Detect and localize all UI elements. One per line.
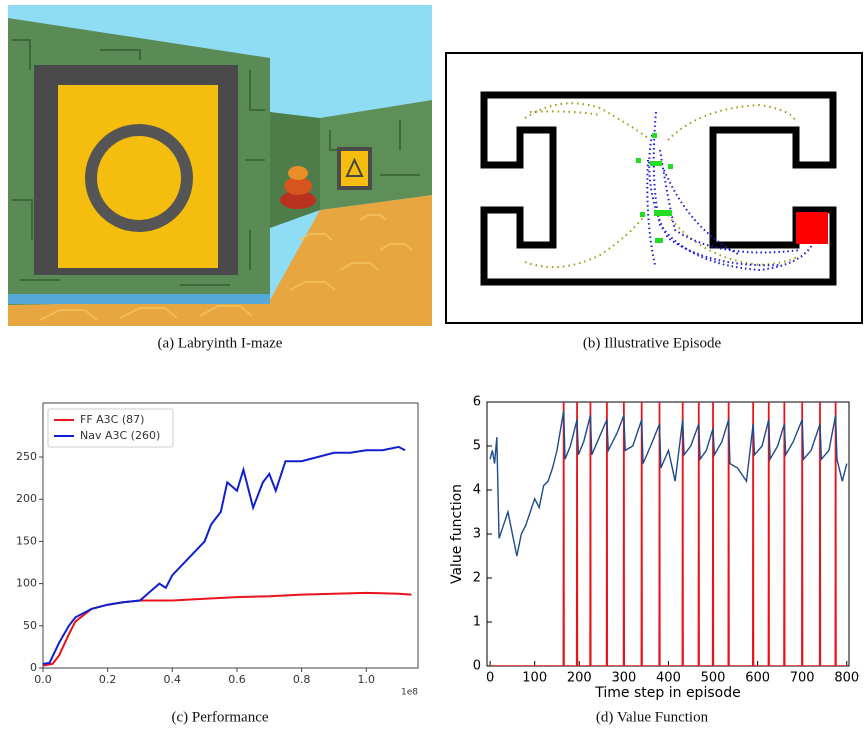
x-tick-label: 800 <box>834 671 859 686</box>
caption: (d) Value Function <box>596 709 709 725</box>
caption: (a) Labryinth I-maze <box>158 335 283 351</box>
y-tick-label: 50 <box>23 619 37 632</box>
x-tick-label: 0.2 <box>99 673 117 686</box>
legend-box <box>47 408 174 448</box>
legend-label: FF A3C (87) <box>80 413 144 426</box>
y-tick-label: 250 <box>16 450 37 463</box>
series-line <box>43 445 406 665</box>
x-tick-label: 0.0 <box>34 673 52 686</box>
x-tick-label: 100 <box>522 671 547 686</box>
y-tick-label: 3 <box>473 527 481 542</box>
x-tick-label: 1.0 <box>358 673 376 686</box>
x-tick-label: 0 <box>486 671 494 686</box>
caption: (b) Illustrative Episode <box>583 335 722 351</box>
x-offset-label: 1e8 <box>401 688 418 698</box>
x-tick-label: 400 <box>656 671 681 686</box>
y-tick-label: 0 <box>30 661 37 674</box>
y-tick-label: 0 <box>473 659 481 674</box>
x-tick-label: 200 <box>567 671 592 686</box>
y-tick-label: 4 <box>473 483 481 498</box>
y-tick-label: 5 <box>473 439 481 454</box>
caption: (c) Performance <box>171 709 268 725</box>
series-line <box>43 591 412 667</box>
x-tick-label: 500 <box>701 671 726 686</box>
legend-label: Nav A3C (260) <box>80 429 160 442</box>
x-tick-label: 0.8 <box>293 673 311 686</box>
y-tick-label: 2 <box>473 571 481 586</box>
x-tick-label: 0.4 <box>164 673 182 686</box>
x-axis-label: Time step in episode <box>594 685 740 701</box>
y-axis-label: Value function <box>449 484 465 584</box>
episode-diagram <box>445 52 863 324</box>
maze-view <box>8 5 432 326</box>
y-tick-label: 200 <box>16 492 37 505</box>
plot-area <box>486 401 850 667</box>
plot-area <box>42 402 419 669</box>
series-line <box>489 410 848 557</box>
y-tick-label: 150 <box>16 534 37 547</box>
x-tick-label: 700 <box>790 671 815 686</box>
x-tick-label: 0.6 <box>228 673 246 686</box>
series-line <box>490 402 847 666</box>
x-tick-label: 600 <box>745 671 770 686</box>
y-tick-label: 6 <box>473 395 481 410</box>
y-tick-label: 100 <box>16 577 37 590</box>
x-tick-label: 300 <box>611 671 636 686</box>
y-tick-label: 1 <box>473 615 481 630</box>
